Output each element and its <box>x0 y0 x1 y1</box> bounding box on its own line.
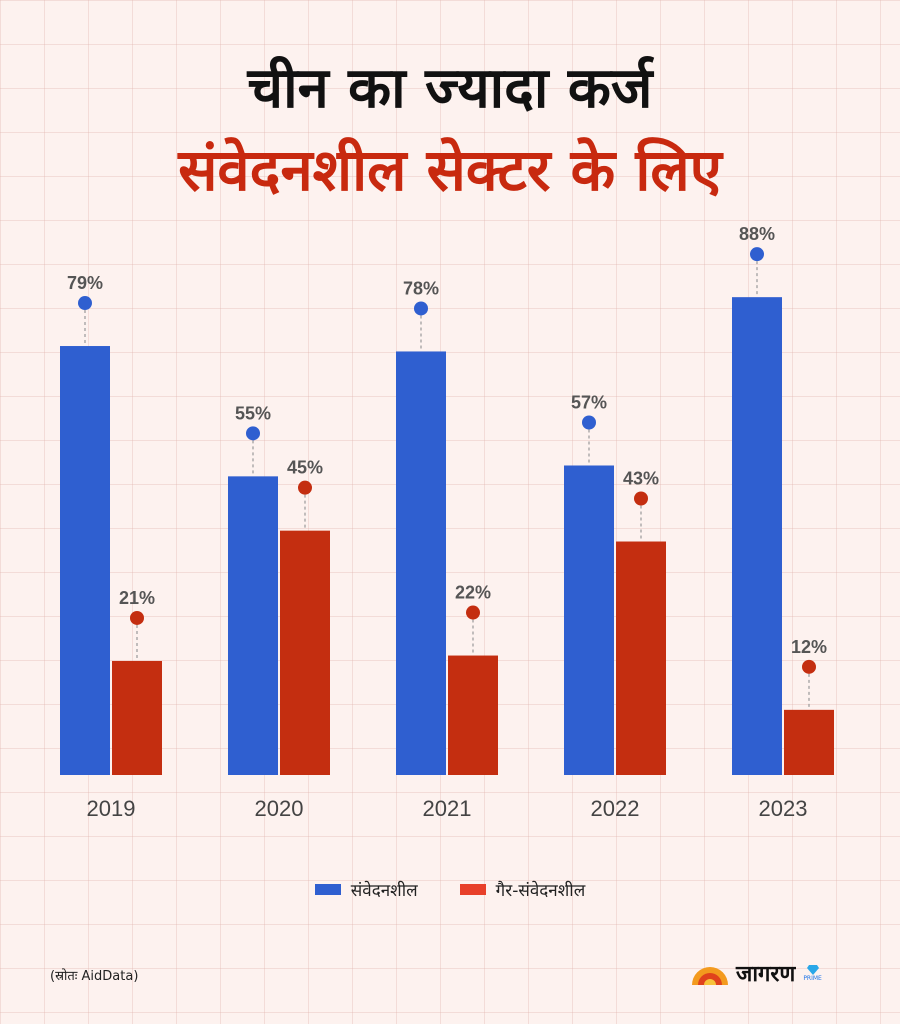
logo-text: जागरण <box>736 962 796 987</box>
data-label-sensitive-2021: 78% <box>403 278 439 298</box>
jagran-logo: जागरण PRIME <box>690 958 822 988</box>
bar-sensitive-2020 <box>228 476 278 775</box>
legend-item-non-sensitive: गैर-संवेदनशील <box>459 878 586 901</box>
marker-dot-sensitive-2022 <box>582 415 596 430</box>
marker-dot-non-sensitive-2019 <box>130 610 144 625</box>
bar-sensitive-2019 <box>60 346 110 775</box>
prime-badge: PRIME <box>803 964 822 982</box>
bar-non-sensitive-2022 <box>616 541 666 775</box>
data-label-non-sensitive-2020: 45% <box>287 458 323 478</box>
marker-dot-non-sensitive-2020 <box>298 480 312 495</box>
bar-non-sensitive-2023 <box>784 709 834 775</box>
source-note: (स्रोतः AidData) <box>50 969 139 984</box>
x-tick-label-2020: 2020 <box>255 796 304 821</box>
data-label-sensitive-2022: 57% <box>571 392 607 412</box>
chart-title: चीन का ज्यादा कर्ज <box>247 56 653 121</box>
legend-item-sensitive: संवेदनशील <box>314 878 418 901</box>
data-label-non-sensitive-2019: 21% <box>119 588 155 608</box>
diamond-icon <box>806 964 819 975</box>
data-label-non-sensitive-2023: 12% <box>791 637 827 657</box>
x-tick-label-2021: 2021 <box>423 796 472 821</box>
data-label-non-sensitive-2022: 43% <box>623 469 659 489</box>
data-label-sensitive-2019: 79% <box>67 273 103 293</box>
bar-chart: 79% 21% 2019 55% 45% 2020 78% 22% 2021 57% 43% 2022… <box>60 224 834 821</box>
x-tick-label-2022: 2022 <box>591 796 640 821</box>
legend-swatch-non-sensitive <box>459 884 486 895</box>
legend-label-non-sensitive: गैर-संवेदनशील <box>495 881 586 901</box>
bar-non-sensitive-2021 <box>448 655 498 775</box>
chart-legend: संवेदनशील गैर-संवेदनशील <box>0 878 900 901</box>
bar-sensitive-2022 <box>564 465 614 775</box>
x-tick-label-2023: 2023 <box>759 796 808 821</box>
marker-dot-sensitive-2023 <box>750 247 764 262</box>
marker-dot-sensitive-2020 <box>246 426 260 441</box>
data-label-non-sensitive-2021: 22% <box>455 583 491 603</box>
marker-dot-non-sensitive-2022 <box>634 491 648 506</box>
sun-logo-icon <box>692 967 728 985</box>
bar-sensitive-2021 <box>396 351 446 775</box>
legend-label-sensitive: संवेदनशील <box>350 881 418 901</box>
marker-dot-sensitive-2019 <box>78 296 92 311</box>
legend-swatch-sensitive <box>314 884 341 895</box>
bar-non-sensitive-2019 <box>112 660 162 775</box>
marker-dot-non-sensitive-2023 <box>802 659 816 674</box>
x-tick-label-2019: 2019 <box>87 796 136 821</box>
prime-label: PRIME <box>803 974 822 982</box>
data-label-sensitive-2023: 88% <box>739 224 775 244</box>
bar-sensitive-2023 <box>732 297 782 775</box>
bar-non-sensitive-2020 <box>280 530 330 775</box>
data-label-sensitive-2020: 55% <box>235 403 271 423</box>
marker-dot-non-sensitive-2021 <box>466 605 480 620</box>
marker-dot-sensitive-2021 <box>414 301 428 316</box>
chart-subtitle: संवेदनशील सेक्टर के लिए <box>178 136 722 204</box>
